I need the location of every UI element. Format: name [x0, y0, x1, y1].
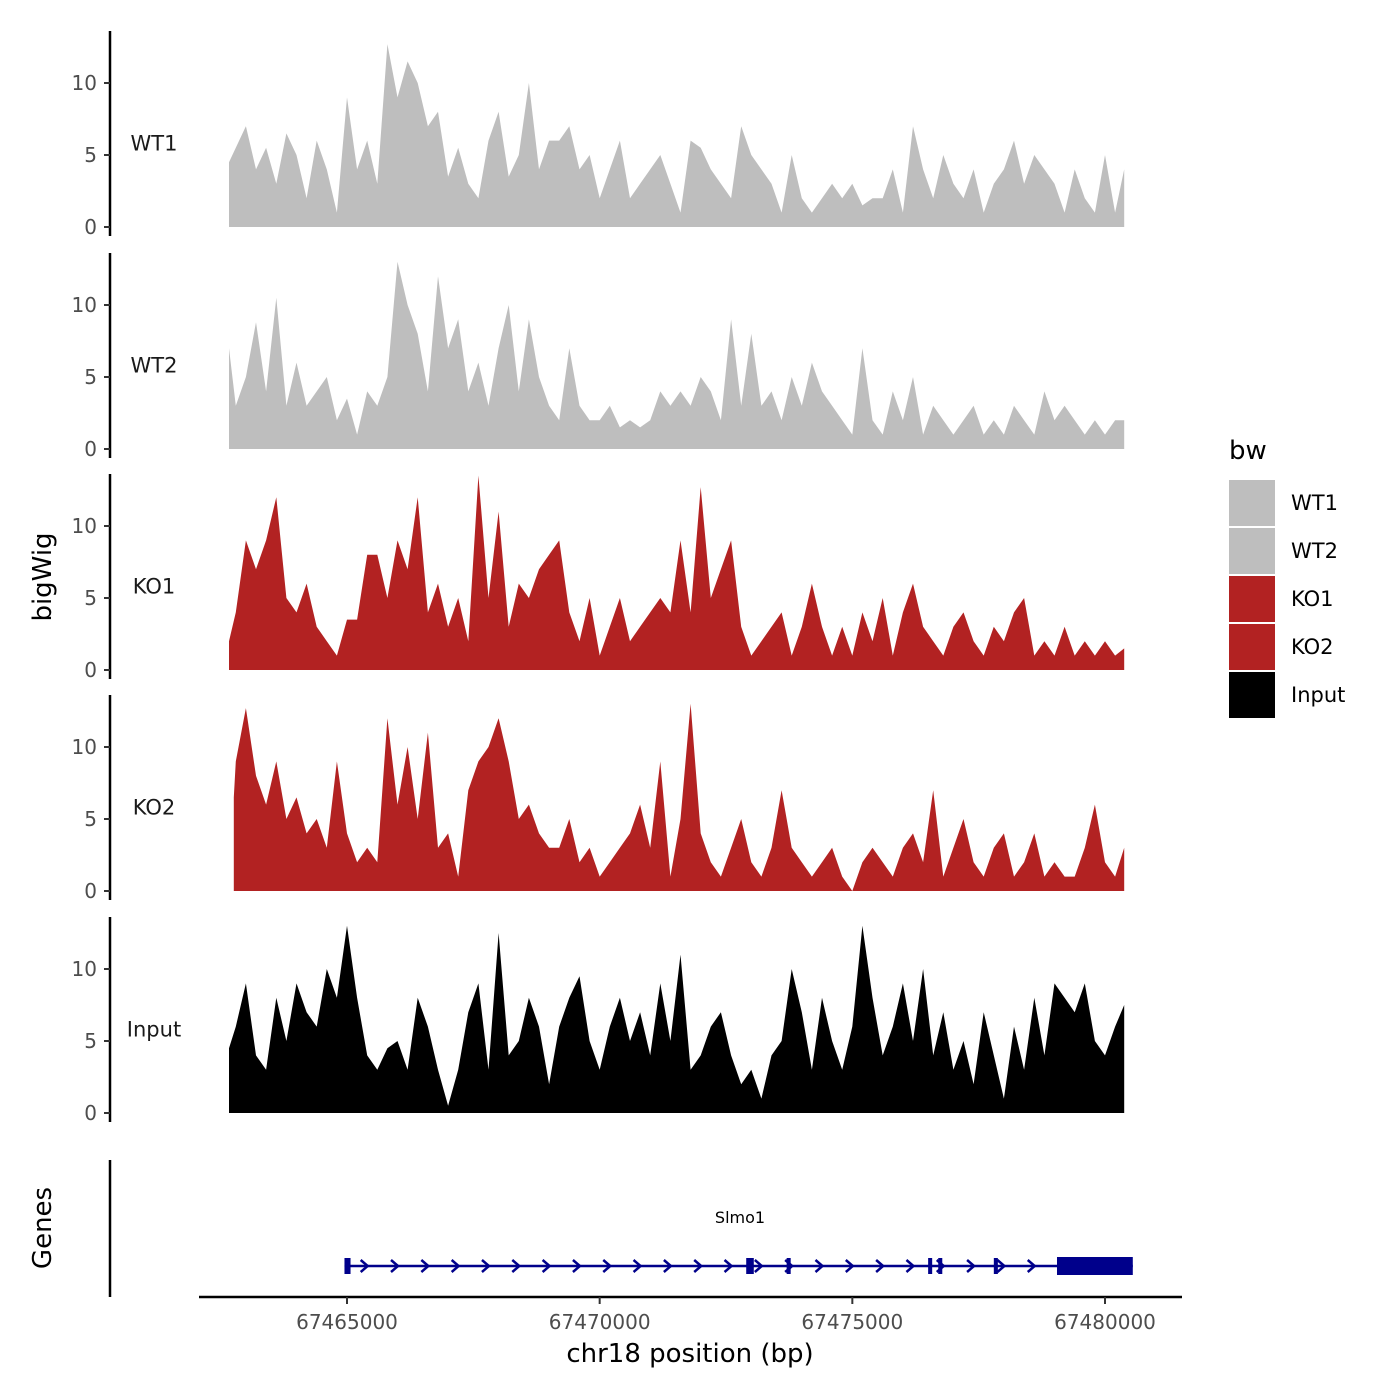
legend-swatch-wt2 — [1229, 528, 1275, 574]
track-ko2: 0 5 10 KO2 — [72, 695, 1125, 903]
gene-strand-arrow — [602, 1259, 613, 1273]
track-input-y-tick-label: 0 — [84, 1101, 97, 1125]
x-axis: 67465000 67470000 67475000 67480000 chr18 p… — [199, 1295, 1182, 1369]
y-axis-title: bigWig — [28, 532, 58, 621]
track-ko1-y-tick-label: 10 — [72, 514, 97, 538]
x-tick-label: 67465000 — [296, 1310, 398, 1334]
gene-track-panel: Slmo1 Genes — [28, 1160, 1133, 1297]
track-wt1-y-tick-label: 10 — [72, 71, 97, 95]
track-ko1-label: KO1 — [133, 574, 176, 598]
legend-label-input: Input — [1291, 683, 1345, 707]
legend-items: WT1 WT2 KO1 KO2 Input — [1229, 480, 1345, 718]
gene-strand-arrow — [693, 1259, 704, 1273]
x-tick-label: 67480000 — [1054, 1310, 1156, 1334]
track-wt1-label: WT1 — [131, 131, 178, 155]
legend-label-ko2: KO2 — [1291, 635, 1334, 659]
legend: bw WT1 WT2 KO1 KO2 Input — [1229, 436, 1345, 718]
gene-strand-arrow — [663, 1259, 673, 1273]
gene-exon — [993, 1258, 998, 1274]
track-input-label: Input — [127, 1017, 181, 1041]
legend-swatch-wt1 — [1229, 480, 1275, 526]
gene-strand-arrow — [966, 1259, 977, 1273]
gene-exon — [786, 1258, 791, 1274]
track-ko2-label: KO2 — [133, 795, 176, 819]
track-wt2: 0 5 10 WT2 — [72, 253, 1125, 461]
track-wt1-y-tick-label: 5 — [84, 143, 97, 167]
gene-strand-arrow — [511, 1259, 522, 1273]
track-wt1: 0 5 10 WT1 — [72, 31, 1125, 239]
track-ko2-area — [233, 703, 1125, 891]
gene-strand-arrow — [481, 1259, 491, 1273]
gene-strand-arrow — [572, 1259, 582, 1273]
gene-strand-arrow — [390, 1259, 400, 1273]
x-ticks: 67465000 67470000 67475000 67480000 — [296, 1297, 1156, 1334]
gene-exon — [746, 1258, 754, 1274]
track-input: 0 5 10 Input — [72, 917, 1125, 1125]
legend-swatch-ko1 — [1229, 576, 1275, 622]
legend-swatch-ko2 — [1229, 624, 1275, 670]
track-ko1-y-tick-label: 5 — [84, 586, 97, 610]
track-wt1-y-tick-label: 0 — [84, 215, 97, 239]
legend-swatch-input — [1229, 672, 1275, 718]
gene-model — [344, 1257, 1133, 1275]
genes-axis-title: Genes — [28, 1187, 58, 1269]
gene-strand-arrow — [359, 1259, 370, 1273]
gene-exon — [1056, 1257, 1133, 1275]
gene-strand-arrow — [844, 1259, 855, 1273]
gene-name-label: Slmo1 — [715, 1208, 765, 1227]
track-wt2-y-tick-label: 0 — [84, 437, 97, 461]
track-ko1: 0 5 10 KO1 — [72, 474, 1125, 682]
track-wt2-area — [229, 261, 1125, 449]
track-input-area — [229, 925, 1125, 1113]
gene-strand-arrow — [814, 1259, 825, 1273]
track-ko2-y-tick-label: 0 — [84, 879, 97, 903]
track-wt2-label: WT2 — [131, 353, 178, 377]
legend-label-ko1: KO1 — [1291, 587, 1334, 611]
gene-strand-arrow — [996, 1259, 1007, 1273]
track-ko2-y-tick-label: 10 — [72, 735, 97, 759]
track-input-y-tick-label: 10 — [72, 957, 97, 981]
gene-strand-arrow — [875, 1259, 886, 1273]
gene-exon — [344, 1258, 351, 1274]
track-wt2-y-tick-label: 5 — [84, 365, 97, 389]
gene-strand-arrow — [905, 1259, 916, 1273]
coverage-tracks: 0 5 10 WT1 0 5 10 WT2 0 5 10 KO1 0 5 10 KO2 0 5 10 Input — [72, 31, 1125, 1125]
x-tick-label: 67475000 — [801, 1310, 903, 1334]
gene-strand-arrow — [632, 1259, 643, 1273]
gene-strand-arrow — [723, 1259, 734, 1273]
legend-label-wt2: WT2 — [1291, 539, 1338, 563]
gene-strand-arrow — [754, 1259, 764, 1273]
legend-label-wt1: WT1 — [1291, 491, 1338, 515]
track-ko2-y-tick-label: 5 — [84, 807, 97, 831]
track-ko1-y-tick-label: 0 — [84, 658, 97, 682]
gene-strand-arrow — [450, 1259, 461, 1273]
gene-exon — [928, 1258, 933, 1274]
legend-title: bw — [1229, 436, 1267, 466]
gene-strand-arrow — [541, 1259, 552, 1273]
track-ko1-area — [229, 475, 1125, 670]
track-input-y-tick-label: 5 — [84, 1029, 97, 1053]
gene-strand-arrow — [420, 1259, 431, 1273]
gene-strand-arrow — [1026, 1259, 1037, 1273]
gene-exon — [938, 1258, 943, 1274]
x-axis-title: chr18 position (bp) — [566, 1339, 813, 1369]
track-wt2-y-tick-label: 10 — [72, 293, 97, 317]
x-tick-label: 67470000 — [549, 1310, 651, 1334]
track-wt1-area — [229, 44, 1125, 227]
